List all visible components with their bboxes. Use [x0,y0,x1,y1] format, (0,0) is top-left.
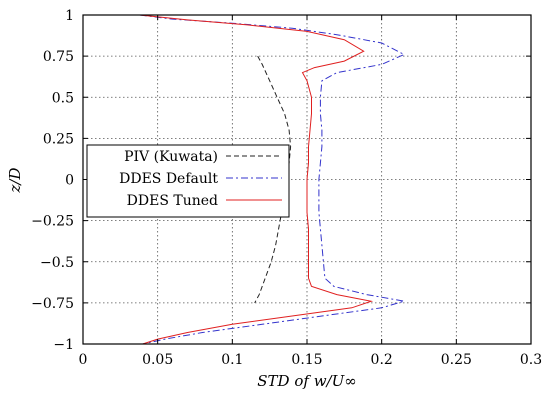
legend-label: PIV (Kuwata) [124,149,218,165]
legend-label: DDES Tuned [127,193,218,209]
x-tick-labels: 0 0.05 0.1 0.15 0.2 0.25 0.3 [79,352,543,368]
x-tick-label: 0.25 [441,352,472,368]
series-line-ddes-tuned [139,14,374,345]
x-tick-label: 0.3 [520,352,542,368]
ticks [82,14,532,345]
y-tick-label: −0.5 [40,255,74,271]
y-tick-labels: 1 0.75 0.5 0.25 0 −0.25 −0.5 −0.75 −1 [31,8,74,353]
y-tick-label: −0.25 [31,214,74,230]
y-tick-label: 1 [65,8,74,24]
legend-label: DDES Default [119,171,218,187]
x-tick-label: 0.05 [142,352,173,368]
legend: PIV (Kuwata) DDES Default DDES Tuned [86,144,290,218]
legend-box [86,144,290,218]
series-line-ddes-default [139,14,406,345]
x-tick-label: 0.15 [291,352,322,368]
x-tick-label: 0.1 [221,352,243,368]
y-tick-label: −1 [53,337,74,353]
x-axis-title: STD of w/U∞ [257,372,356,390]
y-axis-title: z/D [6,168,24,194]
x-tick-label: 0.2 [371,352,393,368]
y-tick-label: 0.75 [43,49,74,65]
x-tick-label: 0 [79,352,88,368]
y-tick-label: 0.5 [52,90,74,106]
y-tick-label: 0 [65,173,74,189]
y-tick-label: 0.25 [43,131,74,147]
y-tick-label: −0.75 [31,296,74,312]
